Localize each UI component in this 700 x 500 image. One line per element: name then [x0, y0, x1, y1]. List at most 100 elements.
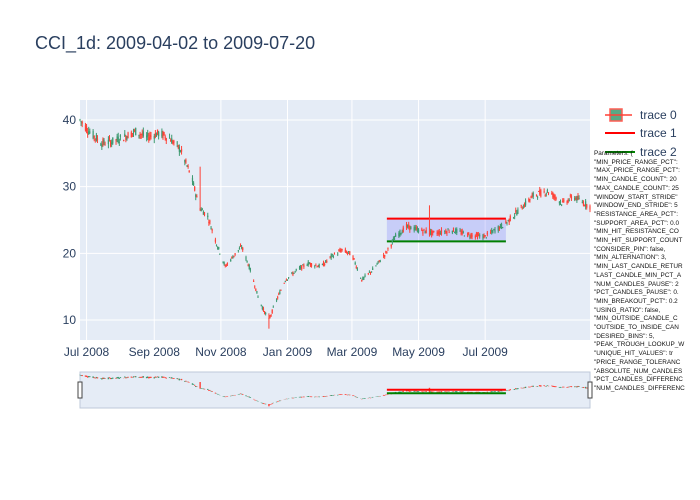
- candle-body: [423, 228, 425, 230]
- candle-body: [317, 266, 319, 268]
- legend: trace 0 trace 1 trace 2: [605, 108, 677, 159]
- candle-body: [483, 235, 485, 239]
- candle-body: [583, 205, 586, 207]
- candle-body: [225, 265, 227, 267]
- candle-body: [462, 231, 464, 233]
- candle-body: [582, 202, 585, 206]
- candle-body: [522, 207, 524, 209]
- candle-body: [345, 251, 348, 254]
- parameter-line: "MIN_OUTSIDE_CANDLE_C: [594, 315, 678, 323]
- candle-body: [307, 261, 309, 265]
- candle-body: [209, 221, 211, 223]
- candle-body: [130, 132, 132, 138]
- candle-body: [187, 166, 189, 167]
- candle-body: [390, 244, 392, 247]
- candle-body: [337, 253, 339, 255]
- candle-body: [422, 231, 424, 234]
- candle-body: [436, 232, 438, 235]
- candle-body: [192, 182, 195, 186]
- candle-body: [154, 133, 156, 138]
- candle-body: [265, 313, 267, 314]
- candle-body: [379, 261, 381, 263]
- candle-body: [87, 132, 89, 134]
- candle-body: [451, 230, 453, 233]
- candle-body: [142, 131, 144, 136]
- range-slider-right-handle[interactable]: [587, 381, 593, 399]
- candle-body: [195, 194, 197, 197]
- candle-body: [529, 199, 531, 201]
- candle-body: [339, 249, 341, 252]
- candle-body: [438, 231, 440, 235]
- candle-body: [170, 140, 172, 142]
- candle-body: [158, 131, 160, 137]
- candle-body: [364, 275, 366, 278]
- candle-body: [507, 220, 509, 221]
- candle-body: [92, 131, 94, 139]
- candle-body: [566, 201, 568, 204]
- candle-body: [326, 261, 328, 262]
- candle-body: [532, 192, 534, 197]
- candle-body: [570, 196, 573, 200]
- legend-label-0: trace 0: [640, 108, 677, 122]
- candlestick-series: [79, 118, 591, 329]
- candle-body: [361, 279, 363, 282]
- candle-body: [318, 264, 320, 268]
- candle-body: [431, 230, 433, 235]
- candle-body: [546, 190, 549, 193]
- candle-body: [445, 231, 447, 234]
- candle-body: [400, 233, 402, 235]
- candle-body: [126, 136, 128, 140]
- candle-body: [424, 230, 426, 234]
- candle-body: [257, 296, 259, 298]
- candle-body: [263, 311, 266, 314]
- candle-body: [575, 197, 577, 200]
- candle-body: [202, 211, 205, 215]
- candle-body: [554, 194, 556, 198]
- candle-body: [81, 121, 83, 124]
- candle-body: [433, 231, 435, 232]
- candle-body: [125, 136, 127, 141]
- parameter-line: "PRICE_RANGE_TOLERANC: [594, 358, 681, 366]
- candle-body: [461, 230, 463, 234]
- candle-body: [407, 225, 409, 227]
- candle-body: [558, 201, 561, 204]
- candle-body: [232, 256, 234, 259]
- candle-body: [387, 247, 389, 250]
- candle-body: [444, 231, 446, 232]
- candle-body: [540, 190, 542, 197]
- candle-body: [261, 307, 263, 310]
- candle-body: [231, 256, 233, 258]
- parameter-line: "PEAK_TROUGH_LOOKUP_W: [594, 341, 685, 349]
- candle-body: [530, 196, 532, 199]
- candle-body: [378, 260, 380, 262]
- candle-body: [171, 138, 173, 144]
- candle-body: [528, 198, 530, 202]
- candle-body: [563, 199, 565, 202]
- candle-body: [414, 226, 416, 230]
- candle-body: [509, 216, 511, 221]
- candle-body: [285, 279, 288, 281]
- candle-body: [547, 192, 550, 194]
- candle-body: [440, 229, 443, 234]
- candle-body: [127, 132, 129, 139]
- candle-body: [515, 210, 517, 212]
- range-slider-left-handle[interactable]: [77, 381, 83, 399]
- candle-body: [492, 230, 494, 234]
- parameter-line: "NUM_CANDLES_PAUSE": 2: [594, 280, 679, 288]
- candle-body: [348, 251, 350, 253]
- candle-body: [369, 271, 372, 274]
- candle-body: [500, 223, 503, 228]
- parameter-line: "MIN_LAST_CANDLE_RETUR: [594, 263, 683, 271]
- candle-body: [469, 236, 471, 238]
- candle-body: [321, 263, 324, 265]
- candle-body: [405, 223, 408, 228]
- candle-body: [341, 249, 343, 250]
- candle-body: [103, 140, 105, 144]
- candle-body: [354, 262, 356, 265]
- range-slider[interactable]: [77, 371, 593, 409]
- parameter-line: "RESISTANCE_AREA_PCT":: [594, 210, 678, 218]
- candle-body: [384, 255, 386, 257]
- candle-body: [551, 192, 553, 195]
- candle-body: [109, 141, 112, 146]
